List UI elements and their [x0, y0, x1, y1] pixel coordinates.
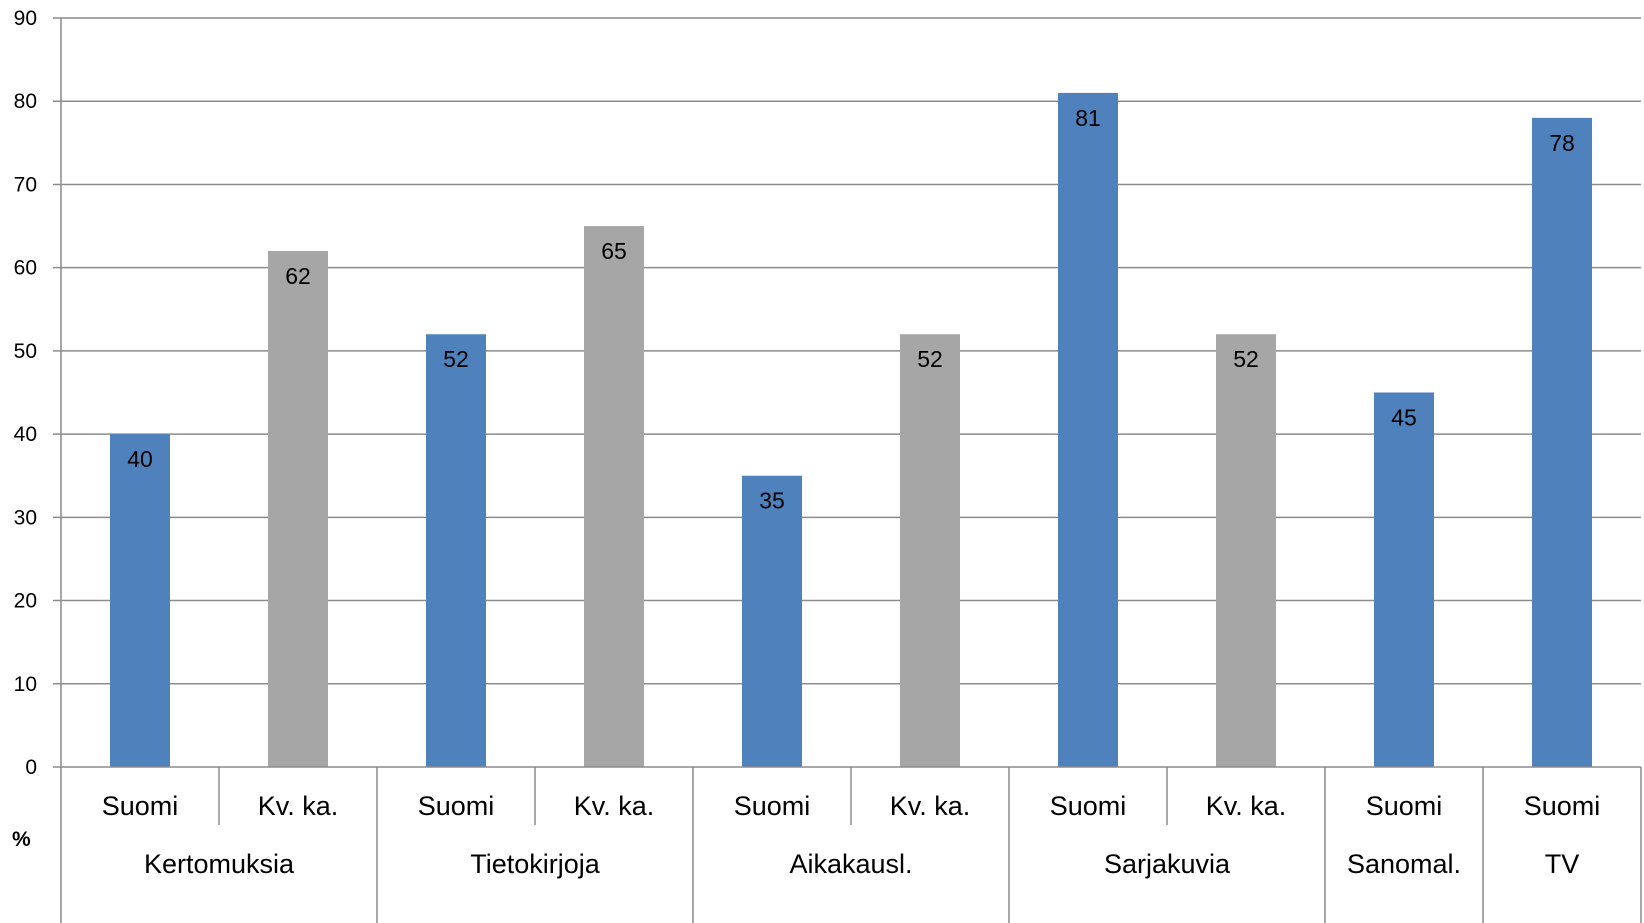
bar	[900, 334, 960, 767]
y-tick-label: 20	[14, 590, 37, 613]
x-sub-category-label: Suomi	[102, 791, 179, 821]
bar	[268, 251, 328, 767]
x-group-label: Sarjakuvia	[1104, 849, 1231, 879]
bar	[1216, 334, 1276, 767]
axes	[53, 18, 1642, 923]
bar	[742, 475, 802, 767]
bar	[1058, 92, 1118, 767]
x-sub-category-label: Suomi	[734, 791, 811, 821]
bar	[584, 226, 644, 768]
x-group-label: Tietokirjoja	[470, 849, 601, 879]
bar-data-label: 65	[601, 238, 627, 264]
x-sub-category-label: Suomi	[1524, 791, 1601, 821]
bar	[110, 434, 170, 767]
bars	[110, 92, 1592, 768]
bar-data-label: 52	[917, 346, 943, 372]
x-sub-category-label: Suomi	[418, 791, 495, 821]
x-sub-category-label: Suomi	[1366, 791, 1443, 821]
x-sub-category-label: Kv. ka.	[574, 791, 655, 821]
y-tick-label: 60	[14, 257, 37, 280]
x-group-label: Kertomuksia	[144, 849, 295, 879]
y-tick-label: 40	[14, 423, 37, 446]
bar-data-label: 62	[285, 263, 311, 289]
bar-data-label: 40	[127, 446, 153, 472]
x-sub-category-label: Suomi	[1050, 791, 1127, 821]
bar	[426, 334, 486, 767]
x-group-label: TV	[1545, 849, 1580, 879]
bar-data-label: 45	[1391, 405, 1417, 431]
bar-data-label: 52	[443, 346, 469, 372]
x-sub-category-label: Kv. ka.	[258, 791, 339, 821]
bar-data-label: 35	[759, 488, 785, 514]
bar	[1374, 392, 1434, 767]
y-tick-label: 0	[25, 756, 37, 779]
y-axis-unit-label: %	[12, 828, 31, 851]
x-group-label: Aikakausl.	[789, 849, 912, 879]
y-tick-label: 50	[14, 340, 37, 363]
y-tick-label: 10	[14, 673, 37, 696]
bar-data-label: 52	[1233, 346, 1259, 372]
labels: 0 10 20 30 40 50 60 70 80 90 40 Suomi 62 Kv. ka. 52 Suo…	[14, 7, 1601, 879]
y-tick-label: 90	[14, 7, 37, 30]
y-tick-label: 70	[14, 173, 37, 196]
y-tick-label: 30	[14, 506, 37, 529]
bar	[1532, 117, 1592, 767]
bar-data-label: 78	[1549, 130, 1575, 156]
x-sub-category-label: Kv. ka.	[1206, 791, 1287, 821]
x-group-label: Sanomal.	[1347, 849, 1461, 879]
x-sub-category-label: Kv. ka.	[890, 791, 971, 821]
bar-data-label: 81	[1075, 105, 1101, 131]
y-tick-label: 80	[14, 90, 37, 113]
